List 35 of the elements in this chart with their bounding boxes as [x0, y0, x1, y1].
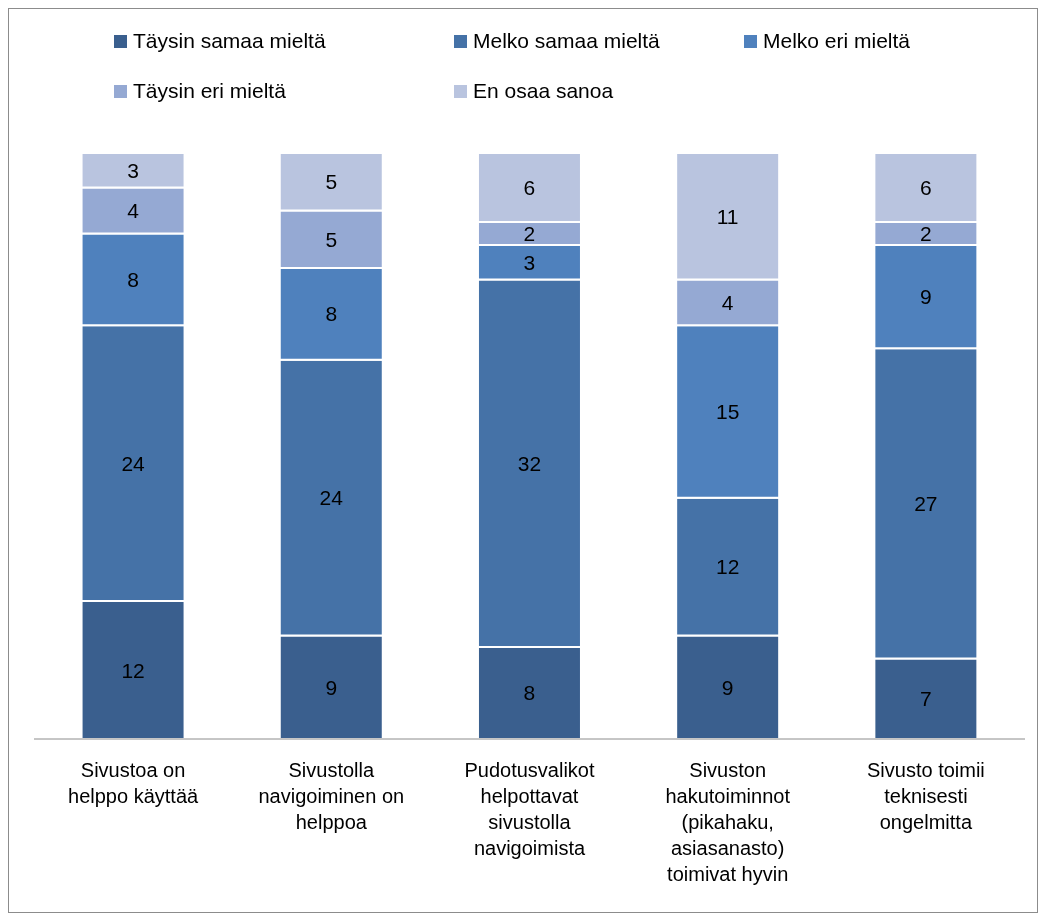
data-label: 3: [127, 158, 139, 182]
data-label: 32: [517, 451, 542, 475]
data-label: 9: [920, 285, 932, 309]
data-label: 3: [523, 250, 536, 274]
data-label: 15: [715, 399, 740, 423]
data-label: 5: [325, 170, 338, 194]
data-label: 11: [716, 204, 739, 228]
data-label: 9: [325, 675, 338, 699]
data-label: 5: [325, 227, 338, 251]
data-label: 6: [523, 175, 536, 199]
data-label: 8: [127, 267, 139, 291]
x-tick-label: Sivusto toimii teknisesti ongelmitta: [866, 759, 985, 833]
data-label: 9: [721, 675, 734, 699]
data-label: 24: [121, 451, 146, 475]
legend-label: Täysin samaa mieltä: [133, 29, 326, 53]
x-tick-label: Sivuston hakutoiminnot (pikahaku, asiasanasto) toimivat hyvin: [665, 759, 791, 885]
data-label: 2: [523, 221, 536, 245]
data-label: 4: [127, 198, 140, 222]
data-label: 24: [319, 486, 344, 510]
data-label: 4: [721, 290, 734, 314]
data-label: 7: [920, 687, 932, 711]
data-label: 12: [715, 555, 740, 579]
data-label: 8: [325, 302, 338, 326]
data-label: 2: [920, 221, 932, 245]
legend-label: Melko samaa mieltä: [473, 29, 660, 53]
data-label: 27: [914, 491, 938, 515]
data-label: 12: [121, 658, 145, 682]
legend-label: En osaa sanoa: [473, 79, 614, 103]
legend-label: Täysin eri mieltä: [133, 79, 286, 103]
x-tick-label: Pudotusvalikot helpottavat sivustolla navigoimista: [464, 759, 595, 859]
data-label: 8: [523, 681, 536, 705]
data-label: 6: [920, 175, 932, 199]
x-tick-label: Sivustoa on helppo käyttää: [68, 759, 200, 807]
legend-label: Melko eri mieltä: [763, 29, 911, 53]
x-tick-label: Sivustolla navigoiminen on helppoa: [258, 759, 405, 833]
